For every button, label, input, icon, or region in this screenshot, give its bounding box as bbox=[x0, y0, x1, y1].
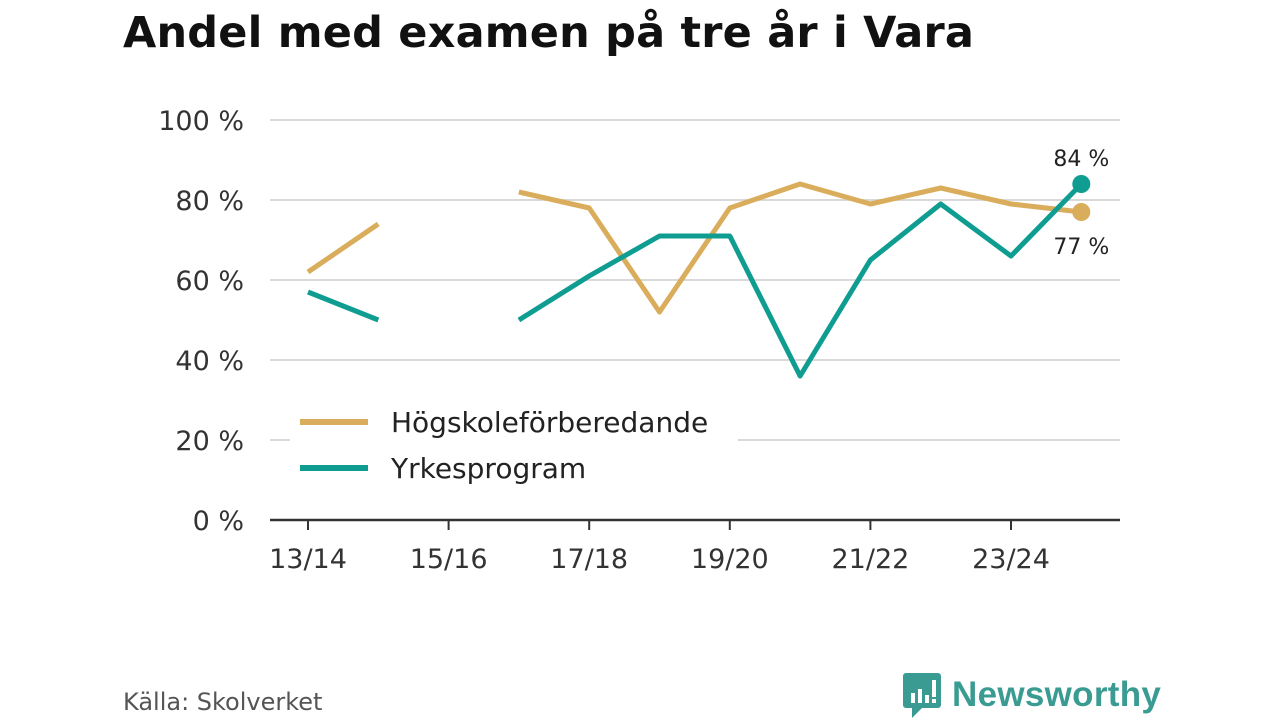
x-tick-label: 13/14 bbox=[269, 544, 347, 575]
legend-label: Högskoleförberedande bbox=[391, 406, 708, 439]
y-tick-label: 0 % bbox=[193, 506, 244, 537]
brand-logo: Newsworthy bbox=[902, 670, 1161, 720]
source-note: Källa: Skolverket bbox=[123, 688, 323, 716]
x-tick-label: 21/22 bbox=[831, 544, 909, 575]
y-tick-label: 60 % bbox=[175, 266, 244, 297]
series-line-hogskole bbox=[518, 181, 1082, 315]
x-tick-label: 19/20 bbox=[691, 544, 769, 575]
series-line-hogskole bbox=[306, 221, 380, 275]
brand-name: Newsworthy bbox=[952, 675, 1162, 714]
x-tick-label: 15/16 bbox=[410, 544, 488, 575]
series-line-yrkes bbox=[307, 289, 380, 323]
y-tick-label: 20 % bbox=[175, 426, 244, 457]
end-point-marker bbox=[1072, 203, 1091, 221]
newsworthy-logo-icon bbox=[903, 673, 941, 718]
series-line-yrkes bbox=[517, 182, 1084, 379]
chart-title: Andel med examen på tre år i Vara bbox=[123, 8, 975, 58]
x-tick-label: 17/18 bbox=[550, 544, 628, 575]
x-tick-label: 23/24 bbox=[972, 544, 1050, 575]
end-value-label: 77 % bbox=[1053, 235, 1109, 260]
y-tick-label: 40 % bbox=[175, 346, 244, 377]
end-value-label: 84 % bbox=[1053, 147, 1109, 172]
y-tick-label: 80 % bbox=[175, 186, 244, 217]
end-point-marker bbox=[1072, 175, 1091, 193]
y-tick-label: 100 % bbox=[158, 106, 244, 137]
legend-label: Yrkesprogram bbox=[390, 452, 586, 485]
